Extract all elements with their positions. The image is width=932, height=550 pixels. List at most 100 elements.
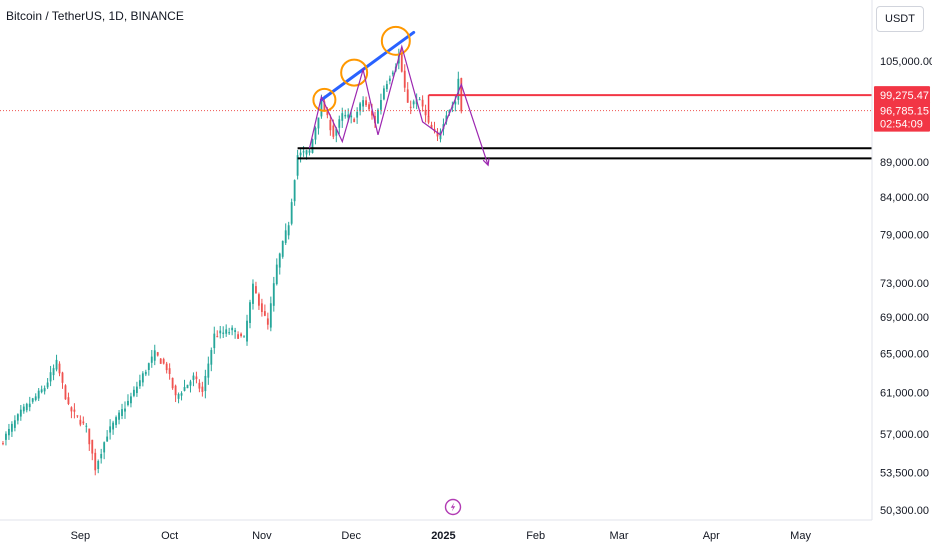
- candle: [210, 347, 213, 372]
- symbol-title: Bitcoin / TetherUS, 1D, BINANCE: [6, 9, 184, 23]
- candle: [64, 384, 67, 400]
- candle: [436, 128, 439, 142]
- price-tick-label: 73,000.00: [880, 278, 929, 290]
- candle: [204, 369, 207, 399]
- candle: [76, 415, 79, 418]
- svg-text:99,275.47: 99,275.47: [880, 90, 929, 102]
- candle: [25, 402, 28, 413]
- resistance-line: [427, 94, 872, 117]
- candle: [299, 148, 302, 163]
- candle: [79, 415, 82, 427]
- candle: [219, 325, 222, 339]
- candle: [133, 386, 135, 398]
- candle: [153, 344, 156, 366]
- plot-area: [0, 25, 872, 476]
- svg-text:96,785.15: 96,785.15: [880, 106, 929, 118]
- candle: [186, 384, 189, 389]
- candle: [314, 126, 317, 145]
- candle: [28, 396, 31, 412]
- trend-line: [319, 30, 416, 102]
- candle: [31, 397, 34, 404]
- candle: [359, 101, 362, 116]
- candle: [278, 252, 281, 275]
- projection-path: [308, 44, 489, 166]
- candle: [73, 403, 76, 419]
- candle: [183, 379, 186, 392]
- candle: [138, 374, 141, 389]
- candle: [290, 198, 293, 226]
- price-tick-label: 53,500.00: [880, 468, 929, 480]
- candle: [269, 296, 272, 332]
- candle: [97, 459, 100, 474]
- price-tick-label: 69,000.00: [880, 312, 929, 324]
- time-tick-label: 2025: [431, 530, 455, 542]
- time-tick-label: Nov: [252, 530, 272, 542]
- candle: [249, 299, 251, 329]
- pattern-circle: [340, 58, 369, 87]
- candle: [365, 96, 367, 107]
- candle: [159, 358, 162, 364]
- candle: [421, 95, 424, 112]
- candle: [150, 349, 153, 368]
- candle: [37, 388, 40, 401]
- candle: [311, 138, 314, 154]
- candle: [180, 391, 183, 401]
- candle: [213, 326, 216, 354]
- candle: [246, 314, 248, 346]
- price-tick-label: 65,000.00: [880, 349, 929, 361]
- candle: [216, 330, 219, 338]
- candle: [445, 110, 448, 125]
- lightning-icon[interactable]: [444, 498, 462, 516]
- candle: [385, 80, 388, 92]
- candle: [296, 149, 299, 180]
- candle: [109, 419, 112, 440]
- candle: [380, 93, 382, 115]
- candle: [222, 326, 225, 338]
- candle: [10, 421, 13, 437]
- candle: [67, 392, 70, 406]
- candle: [234, 327, 237, 339]
- candle: [70, 406, 73, 419]
- candle: [260, 298, 263, 317]
- candle: [418, 97, 421, 101]
- candle: [94, 448, 97, 476]
- time-tick-label: Sep: [71, 530, 91, 542]
- candle: [156, 351, 159, 357]
- candle: [40, 385, 43, 394]
- candle: [103, 441, 106, 460]
- candle: [266, 312, 269, 330]
- candle: [344, 109, 347, 119]
- candle: [135, 381, 138, 397]
- candle: [112, 420, 115, 435]
- candle: [16, 413, 19, 425]
- price-tick-label: 79,000.00: [880, 230, 929, 242]
- candle: [49, 365, 52, 387]
- time-tick-label: May: [790, 530, 811, 542]
- candle: [284, 223, 287, 245]
- candle: [174, 384, 177, 403]
- candle: [255, 281, 257, 294]
- candle: [61, 371, 64, 389]
- candle: [403, 64, 406, 92]
- candle: [192, 372, 195, 387]
- price-tick-label: 61,000.00: [880, 387, 929, 399]
- candle: [329, 114, 332, 136]
- candle: [2, 441, 4, 446]
- candle: [124, 401, 126, 419]
- currency-button[interactable]: USDT: [876, 6, 924, 32]
- candle: [201, 381, 204, 397]
- candle: [100, 448, 103, 464]
- candle: [231, 325, 234, 336]
- candle: [34, 393, 37, 402]
- candle: [430, 121, 433, 129]
- candle: [189, 379, 192, 393]
- time-tick-label: Feb: [526, 530, 545, 542]
- candle: [412, 99, 415, 109]
- candle: [353, 117, 356, 123]
- candle: [287, 221, 290, 240]
- candle: [338, 115, 341, 135]
- candle: [377, 108, 379, 125]
- candle: [409, 100, 412, 115]
